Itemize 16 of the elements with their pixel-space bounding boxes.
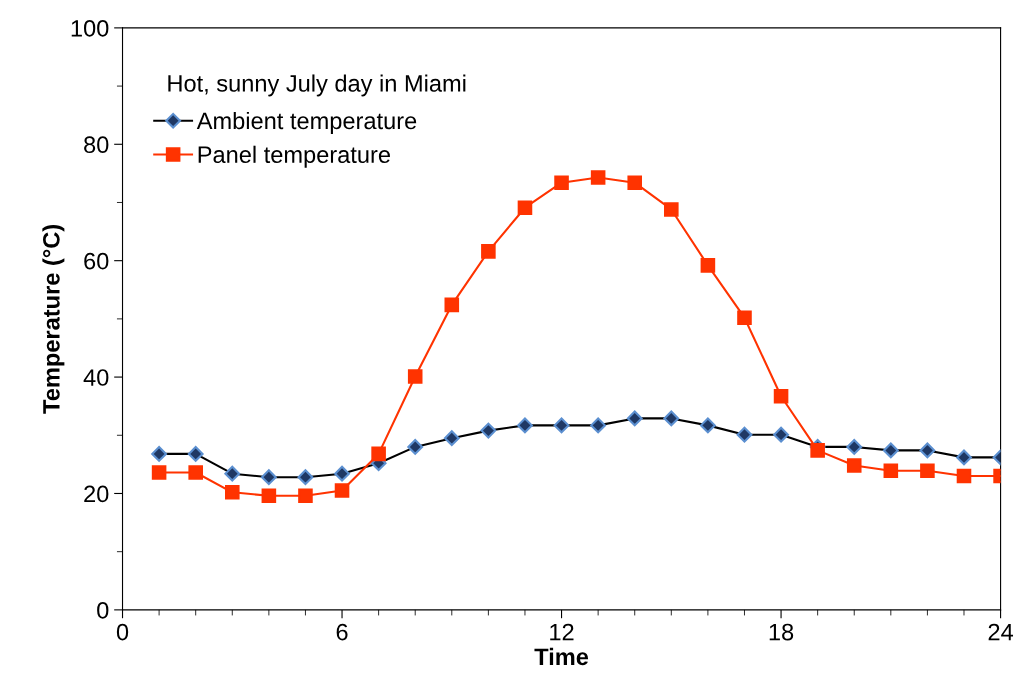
legend-label: Panel temperature bbox=[198, 145, 390, 168]
y-tick-label: 60 bbox=[84, 252, 109, 270]
y-tick-label: 0 bbox=[97, 601, 109, 619]
y-tick-label: 40 bbox=[83, 369, 109, 386]
x-tick-label: 6 bbox=[336, 623, 348, 641]
x-tick-label: 0 bbox=[116, 623, 129, 641]
x-tick-label: 18 bbox=[769, 623, 794, 641]
x-tick-label: 12 bbox=[550, 623, 574, 641]
x-tick-label: 24 bbox=[988, 623, 1014, 641]
y-tick-label: 100 bbox=[71, 19, 109, 37]
annotation: Hot, sunny July day in Miami bbox=[168, 74, 466, 97]
legend-label: Ambient temperature bbox=[196, 111, 417, 134]
y-axis-title: Temperature (°C) bbox=[42, 225, 65, 414]
x-axis-title: Time bbox=[534, 647, 589, 666]
y-tick-label: 20 bbox=[84, 485, 109, 503]
y-tick-label: 80 bbox=[84, 136, 109, 154]
